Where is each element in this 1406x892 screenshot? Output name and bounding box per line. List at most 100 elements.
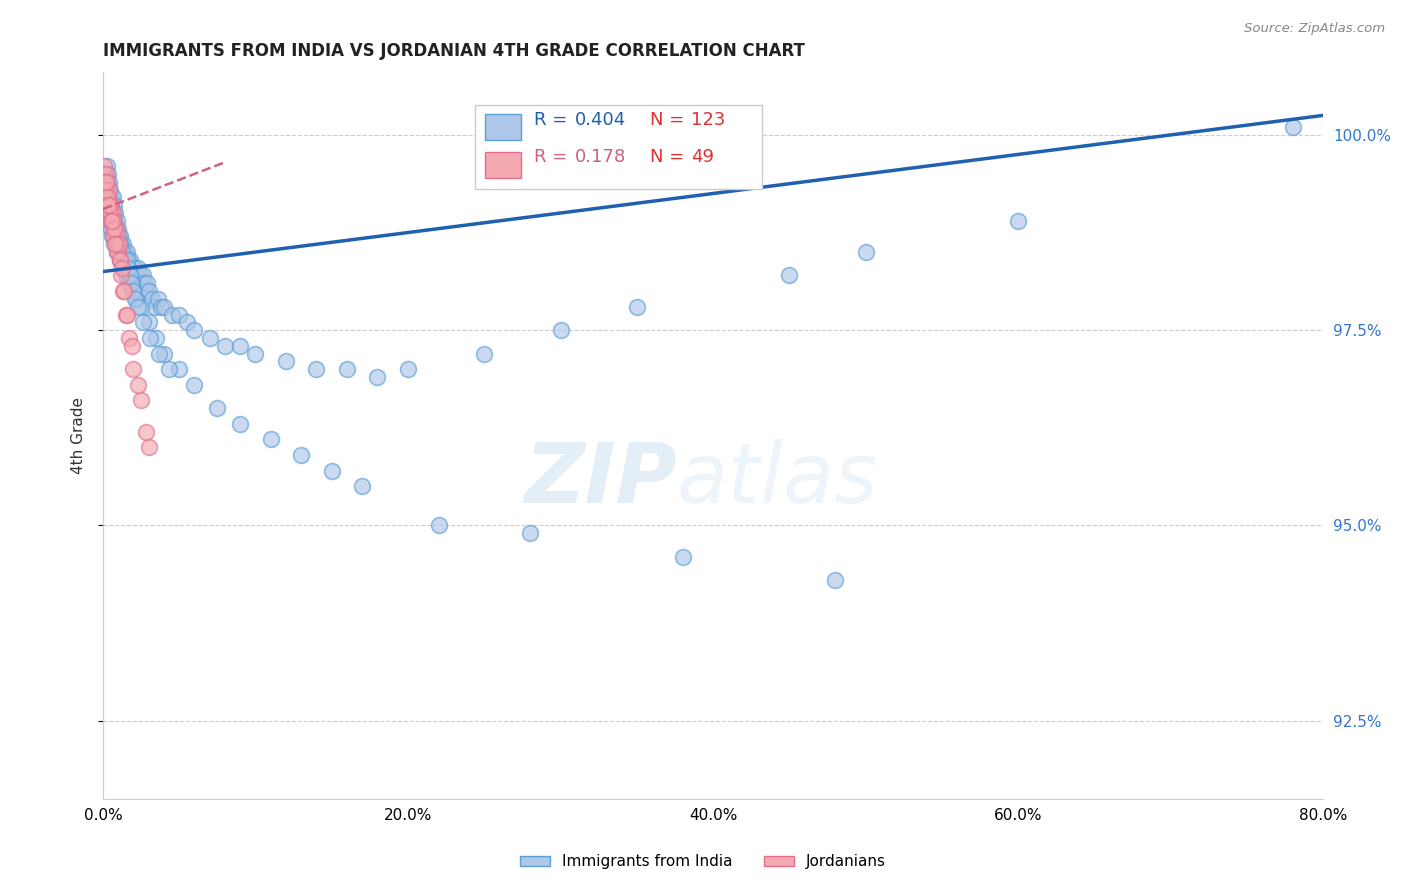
Point	[129, 277, 152, 291]
Point	[108, 252, 131, 267]
Point	[97, 190, 120, 204]
Point	[103, 221, 125, 235]
Point	[153, 346, 176, 360]
Point	[97, 167, 120, 181]
Point	[101, 190, 124, 204]
Point	[149, 300, 172, 314]
Point	[104, 229, 127, 244]
Point	[125, 268, 148, 283]
Point	[136, 277, 159, 291]
Point	[229, 339, 252, 353]
Point	[98, 214, 121, 228]
Text: ZIP: ZIP	[524, 439, 676, 520]
Point	[121, 277, 143, 291]
Point	[855, 245, 877, 260]
Point	[148, 346, 170, 360]
Point	[94, 198, 117, 212]
Point	[122, 362, 145, 376]
Point	[114, 268, 136, 283]
Point	[120, 268, 142, 283]
Point	[105, 237, 128, 252]
Point	[108, 237, 131, 252]
Text: 0.178: 0.178	[575, 148, 627, 167]
Point	[112, 252, 135, 267]
Point	[117, 260, 139, 275]
Point	[93, 190, 115, 204]
Point	[1281, 120, 1303, 134]
Point	[94, 167, 117, 181]
Point	[124, 260, 146, 275]
Point	[131, 268, 153, 283]
Point	[427, 518, 450, 533]
Text: N =: N =	[650, 111, 689, 128]
Point	[103, 221, 125, 235]
Point	[145, 331, 167, 345]
Point	[97, 198, 120, 212]
FancyBboxPatch shape	[485, 152, 522, 178]
Point	[129, 393, 152, 408]
Point	[110, 245, 132, 260]
Point	[96, 183, 118, 197]
Point	[290, 448, 312, 462]
Point	[824, 573, 846, 587]
Point	[105, 237, 128, 252]
Point	[121, 260, 143, 275]
Point	[98, 198, 121, 212]
Point	[183, 377, 205, 392]
Point	[93, 167, 115, 181]
Point	[100, 206, 122, 220]
Point	[97, 190, 120, 204]
Point	[103, 214, 125, 228]
Point	[96, 190, 118, 204]
Point	[122, 284, 145, 298]
Point	[108, 252, 131, 267]
Point	[778, 268, 800, 283]
Point	[121, 284, 143, 298]
Point	[104, 237, 127, 252]
Point	[122, 260, 145, 275]
Point	[128, 268, 150, 283]
Point	[98, 198, 121, 212]
Point	[98, 183, 121, 197]
Text: atlas: atlas	[676, 439, 879, 520]
Point	[352, 479, 374, 493]
Point	[115, 245, 138, 260]
Point	[198, 331, 221, 345]
Point	[118, 268, 141, 283]
Point	[96, 183, 118, 197]
Text: R =: R =	[534, 148, 572, 167]
FancyBboxPatch shape	[475, 105, 762, 188]
Point	[100, 214, 122, 228]
Point	[115, 252, 138, 267]
Point	[108, 229, 131, 244]
Point	[114, 260, 136, 275]
Point	[110, 229, 132, 244]
Legend: Immigrants from India, Jordanians: Immigrants from India, Jordanians	[513, 848, 893, 875]
Point	[117, 252, 139, 267]
Point	[472, 346, 495, 360]
Point	[183, 323, 205, 337]
Point	[550, 323, 572, 337]
Point	[131, 315, 153, 329]
Point	[321, 464, 343, 478]
Point	[167, 362, 190, 376]
Point	[626, 300, 648, 314]
Point	[103, 214, 125, 228]
Point	[127, 300, 149, 314]
Point	[101, 206, 124, 220]
Point	[94, 167, 117, 181]
Text: R =: R =	[534, 111, 572, 128]
Point	[105, 229, 128, 244]
Point	[138, 440, 160, 454]
Point	[274, 354, 297, 368]
Point	[101, 214, 124, 228]
Point	[108, 237, 131, 252]
Point	[207, 401, 229, 416]
Point	[229, 417, 252, 431]
Point	[111, 284, 134, 298]
Text: 123: 123	[692, 111, 725, 128]
Point	[93, 159, 115, 173]
Point	[125, 292, 148, 306]
Point	[519, 526, 541, 541]
Point	[176, 315, 198, 329]
